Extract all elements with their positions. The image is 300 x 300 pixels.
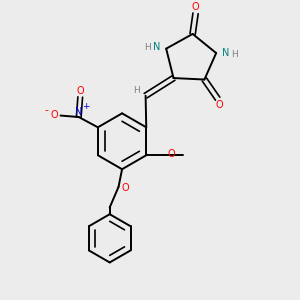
Text: H: H: [231, 50, 238, 59]
Text: H: H: [145, 43, 151, 52]
Text: O: O: [50, 110, 58, 120]
Text: N: N: [75, 107, 82, 117]
Text: O: O: [215, 100, 223, 110]
Text: -: -: [44, 105, 48, 115]
Text: O: O: [76, 85, 84, 96]
Text: N: N: [153, 42, 160, 52]
Text: O: O: [121, 183, 129, 193]
Text: H: H: [133, 86, 140, 95]
Text: O: O: [167, 149, 175, 159]
Text: N: N: [222, 48, 229, 58]
Text: O: O: [192, 2, 200, 12]
Text: +: +: [82, 102, 90, 111]
